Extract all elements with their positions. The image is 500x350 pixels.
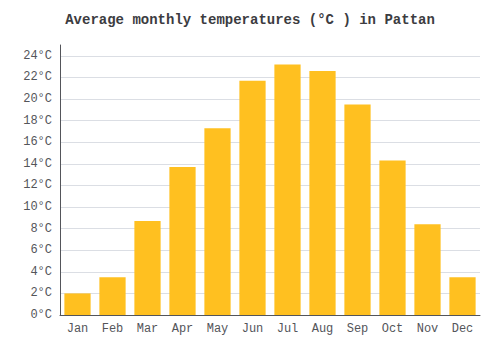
svg-text:Feb: Feb — [102, 322, 124, 336]
svg-text:Oct: Oct — [382, 322, 404, 336]
svg-text:Jul: Jul — [277, 322, 299, 336]
svg-text:0°C: 0°C — [30, 308, 52, 322]
svg-text:16°C: 16°C — [23, 135, 52, 149]
svg-text:Aug: Aug — [312, 322, 334, 336]
svg-text:10°C: 10°C — [23, 200, 52, 214]
svg-text:4°C: 4°C — [30, 265, 52, 279]
svg-text:Average monthly temperatures (: Average monthly temperatures (°C ) in Pa… — [65, 12, 435, 28]
svg-text:8°C: 8°C — [30, 222, 52, 236]
svg-text:24°C: 24°C — [23, 49, 52, 63]
svg-text:12°C: 12°C — [23, 178, 52, 192]
svg-text:May: May — [207, 322, 229, 336]
svg-text:2°C: 2°C — [30, 286, 52, 300]
svg-text:14°C: 14°C — [23, 157, 52, 171]
svg-text:6°C: 6°C — [30, 243, 52, 257]
svg-text:Apr: Apr — [172, 322, 194, 336]
svg-text:Sep: Sep — [347, 322, 369, 336]
svg-text:Jan: Jan — [67, 322, 89, 336]
svg-text:Jun: Jun — [242, 322, 264, 336]
svg-text:22°C: 22°C — [23, 70, 52, 84]
svg-text:Mar: Mar — [137, 322, 159, 336]
svg-text:Dec: Dec — [452, 322, 474, 336]
svg-text:20°C: 20°C — [23, 92, 52, 106]
svg-text:Nov: Nov — [417, 322, 439, 336]
svg-text:18°C: 18°C — [23, 114, 52, 128]
